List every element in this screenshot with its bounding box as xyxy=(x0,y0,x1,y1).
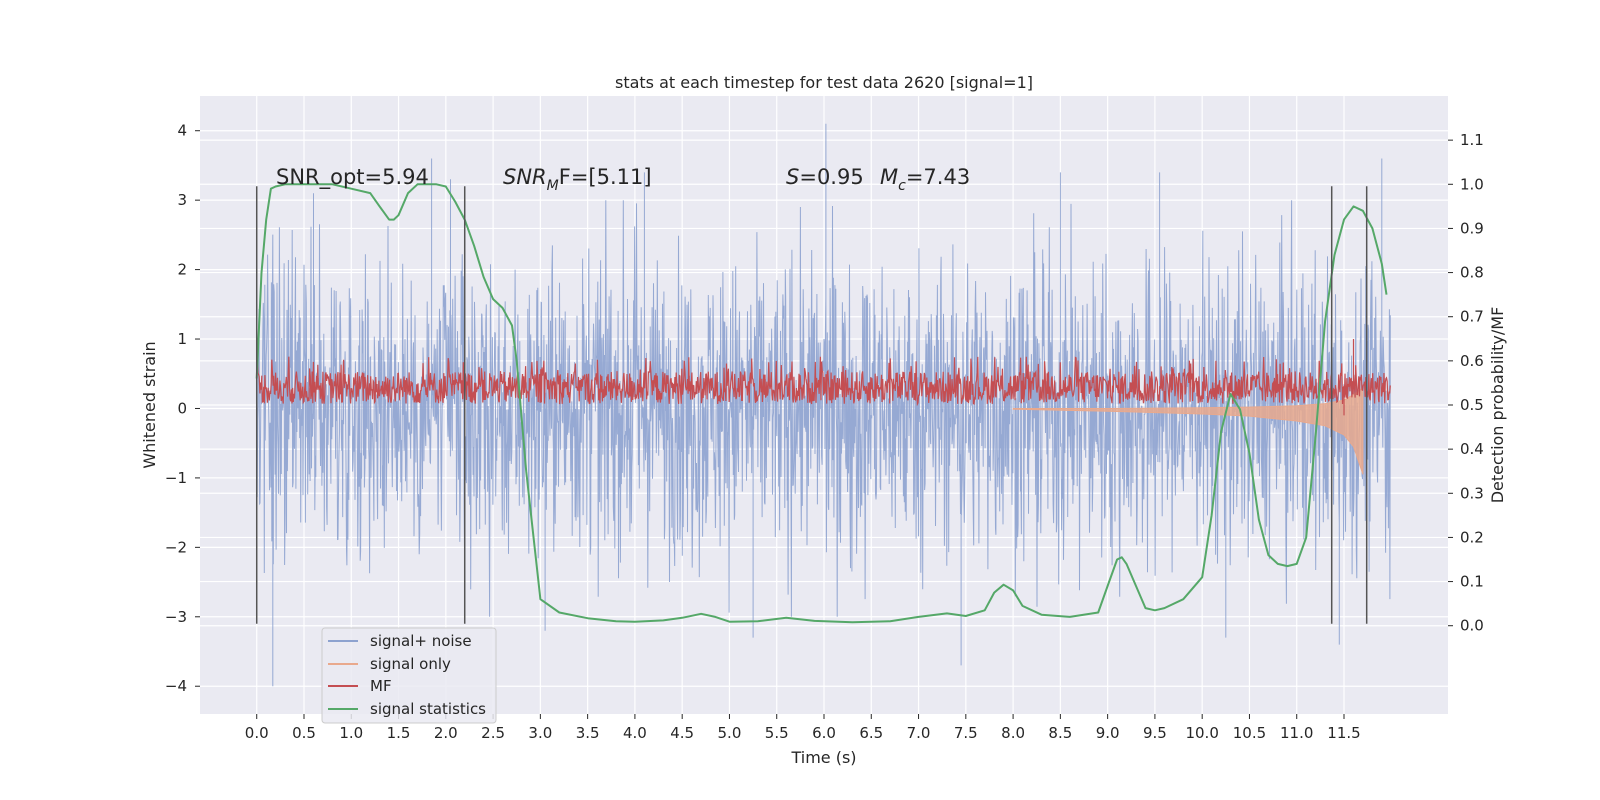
x-tick-label: 5.5 xyxy=(765,724,789,742)
y-tick-label-right: 0.3 xyxy=(1460,484,1484,502)
legend-item-signal-noise: signal+ noise xyxy=(328,632,472,650)
legend-label: signal statistics xyxy=(370,700,486,718)
x-tick-label: 11.5 xyxy=(1327,724,1360,742)
y-tick-label-right: 0.2 xyxy=(1460,528,1484,546)
mc-subscript: c xyxy=(898,178,906,194)
s-annotation: S=0.95 xyxy=(786,165,864,189)
legend-item-signal-only: signal only xyxy=(328,655,451,673)
x-tick-label: 11.0 xyxy=(1280,724,1313,742)
chart-title: stats at each timestep for test data 262… xyxy=(615,73,1033,92)
legend-label: signal+ noise xyxy=(370,632,472,650)
x-tick-label: 1.0 xyxy=(339,724,363,742)
mc-value: =7.43 xyxy=(906,165,970,189)
snr-mf-value: F=[5.11] xyxy=(559,165,652,189)
legend-item-mf: MF xyxy=(328,677,392,695)
y-tick-label-right: 0.7 xyxy=(1460,308,1484,326)
legend-box xyxy=(321,627,497,724)
y-tick-label-right: 0.4 xyxy=(1460,440,1484,458)
y-axis-label-right: Detection probability/MF xyxy=(1488,307,1507,504)
x-tick-label: 5.0 xyxy=(718,724,742,742)
y-tick-label: 0 xyxy=(177,399,187,417)
snr-mf-prefix: SNR xyxy=(503,165,547,189)
x-tick-label: 10.0 xyxy=(1185,724,1218,742)
x-tick-label: 6.5 xyxy=(859,724,883,742)
x-tick-label: 4.0 xyxy=(623,724,647,742)
legend-label: MF xyxy=(370,677,392,695)
vertical-markers xyxy=(255,186,1368,624)
x-tick-label: 6.0 xyxy=(812,724,836,742)
s-prefix: S xyxy=(786,165,799,189)
y-tick-label: 2 xyxy=(177,261,187,279)
y-tick-label: −1 xyxy=(165,469,187,487)
x-axis-label: Time (s) xyxy=(790,748,856,767)
y-tick-label: 3 xyxy=(177,191,187,209)
x-tick-label: 2.0 xyxy=(434,724,458,742)
y-tick-label-right: 1.0 xyxy=(1460,175,1484,193)
y-tick-label-right: 0.8 xyxy=(1460,264,1484,282)
mc-prefix: M xyxy=(880,165,898,189)
x-tick-label: 9.5 xyxy=(1143,724,1167,742)
x-tick-label: 7.5 xyxy=(954,724,978,742)
x-tick-label: 8.0 xyxy=(1001,724,1025,742)
x-tick-label: 4.5 xyxy=(670,724,694,742)
y-tick-label-right: 1.1 xyxy=(1460,131,1484,149)
series-mf xyxy=(256,339,1391,416)
y-tick-label-right: 0.6 xyxy=(1460,352,1484,370)
y-tick-label-right: 0.5 xyxy=(1460,396,1484,414)
x-tick-label: 3.0 xyxy=(528,724,552,742)
x-tick-label: 9.0 xyxy=(1096,724,1120,742)
y-axis-label-left: Whitened strain xyxy=(140,341,159,468)
annotations: SNR_opt=5.94 SNRMF=[5.11] S=0.95 Mc=7.43 xyxy=(276,165,970,194)
y-tick-label: −2 xyxy=(165,538,187,556)
x-tick-label: 0.5 xyxy=(292,724,316,742)
mc-annotation: Mc=7.43 xyxy=(880,165,970,194)
legend-item-signal-statistics: signal statistics xyxy=(328,700,486,718)
y-tick-label-right: 0.9 xyxy=(1460,219,1484,237)
snr-opt-annotation: SNR_opt=5.94 xyxy=(276,165,429,190)
legend-label: signal only xyxy=(370,655,451,673)
snr-mf-annotation: SNRMF=[5.11] xyxy=(503,165,652,194)
x-tick-label: 0.0 xyxy=(245,724,269,742)
series-signal-statistics xyxy=(255,183,1388,624)
x-tick-label: 3.5 xyxy=(576,724,600,742)
y-tick-label: 4 xyxy=(177,122,187,140)
s-value: =0.95 xyxy=(799,165,863,189)
x-tick-label: 7.0 xyxy=(907,724,931,742)
snr-mf-subscript: M xyxy=(547,178,559,194)
axes: 0.0 0.5 1.0 1.5 2.0 2.5 3.0 3.5 4.0 4.5 5.0 5.5 6.0 6… xyxy=(165,122,1484,742)
series-signal-noise xyxy=(256,123,1391,687)
y-tick-label-right: 0.0 xyxy=(1460,617,1484,635)
y-tick-label-right: 0.1 xyxy=(1460,573,1484,591)
x-tick-label: 1.5 xyxy=(387,724,411,742)
y-tick-label: −4 xyxy=(165,677,187,695)
series-layer xyxy=(255,123,1391,687)
x-tick-label: 10.5 xyxy=(1233,724,1266,742)
y-tick-label: −3 xyxy=(165,608,187,626)
x-tick-label: 8.5 xyxy=(1048,724,1072,742)
series-signal-only xyxy=(1012,386,1364,475)
legend: signal+ noise signal only MF signal stat… xyxy=(321,627,497,724)
x-tick-label: 2.5 xyxy=(481,724,505,742)
y-tick-label: 1 xyxy=(177,330,187,348)
